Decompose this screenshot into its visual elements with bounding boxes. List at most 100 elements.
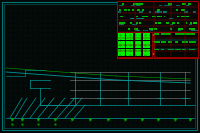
Bar (139, 22, 141, 24)
Bar (119, 24, 122, 25)
Bar (136, 5, 141, 6)
Bar (161, 41, 163, 42)
Bar (145, 16, 148, 17)
Bar (178, 28, 180, 30)
Bar (184, 16, 188, 17)
Bar (195, 47, 197, 49)
Bar (167, 5, 172, 6)
Bar (135, 47, 137, 49)
Bar (128, 47, 132, 49)
Bar (176, 9, 178, 11)
Bar (170, 28, 172, 30)
Bar (132, 9, 134, 11)
Bar (143, 41, 150, 48)
Bar (129, 34, 131, 36)
Bar (168, 41, 172, 43)
Bar (175, 34, 179, 36)
Bar (155, 11, 159, 13)
Bar (119, 9, 121, 11)
Bar (162, 53, 165, 55)
Bar (140, 3, 143, 5)
Bar (181, 9, 185, 11)
Bar (193, 28, 195, 30)
Bar (163, 11, 167, 13)
Bar (131, 53, 133, 55)
Bar (181, 16, 184, 17)
Bar (176, 34, 178, 36)
Bar (152, 41, 154, 42)
Bar (132, 24, 137, 25)
Bar (145, 41, 147, 42)
Bar (149, 11, 151, 13)
Bar (154, 33, 159, 35)
Bar (120, 41, 122, 42)
Bar (188, 41, 191, 42)
Bar (175, 33, 182, 35)
Bar (190, 22, 192, 24)
Bar (126, 49, 133, 56)
Bar (180, 28, 183, 30)
Bar (143, 30, 148, 31)
Bar (187, 16, 189, 17)
Bar (118, 41, 125, 48)
Bar (118, 33, 125, 40)
Bar (152, 16, 156, 17)
Bar (157, 53, 158, 55)
Bar (124, 47, 126, 49)
Bar (121, 22, 125, 24)
Bar (192, 53, 194, 55)
Bar (153, 53, 155, 55)
Bar (143, 33, 150, 40)
Bar (151, 28, 153, 30)
Bar (131, 5, 135, 6)
Bar (119, 5, 123, 6)
Bar (178, 28, 180, 30)
Bar (141, 18, 144, 19)
Bar (121, 24, 124, 25)
Bar (129, 34, 133, 36)
Bar (178, 30, 181, 31)
Bar (154, 34, 157, 36)
Bar (159, 16, 162, 17)
Bar (126, 41, 133, 48)
Bar (189, 49, 195, 50)
Bar (143, 49, 150, 56)
Bar (163, 11, 166, 13)
Bar (194, 22, 197, 24)
Bar (118, 49, 125, 56)
Bar (182, 41, 185, 42)
Bar (133, 3, 135, 5)
Bar (168, 3, 172, 5)
Bar (193, 11, 196, 13)
Bar (135, 30, 139, 31)
Bar (130, 41, 133, 42)
Bar (153, 53, 155, 55)
Bar (157, 16, 160, 17)
Bar (154, 49, 159, 50)
Bar (126, 33, 133, 40)
Bar (136, 16, 138, 17)
Bar (158, 22, 161, 24)
Bar (154, 41, 160, 43)
Bar (182, 49, 186, 50)
Bar (182, 41, 188, 43)
Bar (194, 30, 198, 31)
Bar (164, 5, 167, 6)
Bar (124, 53, 128, 55)
Bar (158, 41, 161, 42)
Bar (175, 49, 181, 50)
Bar (197, 34, 199, 36)
Bar (150, 30, 153, 31)
Bar (175, 41, 178, 43)
Bar (151, 53, 155, 55)
Bar (139, 11, 143, 13)
Bar (177, 47, 181, 49)
Bar (171, 53, 174, 55)
Bar (168, 41, 171, 42)
Bar (136, 47, 140, 49)
Bar (179, 34, 181, 36)
Bar (134, 28, 138, 30)
Bar (161, 33, 168, 35)
Bar (182, 3, 186, 5)
Bar (154, 28, 157, 30)
